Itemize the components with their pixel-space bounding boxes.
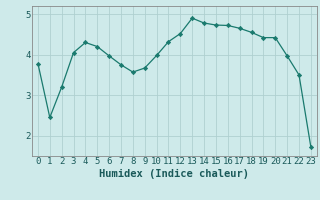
X-axis label: Humidex (Indice chaleur): Humidex (Indice chaleur)	[100, 169, 249, 179]
